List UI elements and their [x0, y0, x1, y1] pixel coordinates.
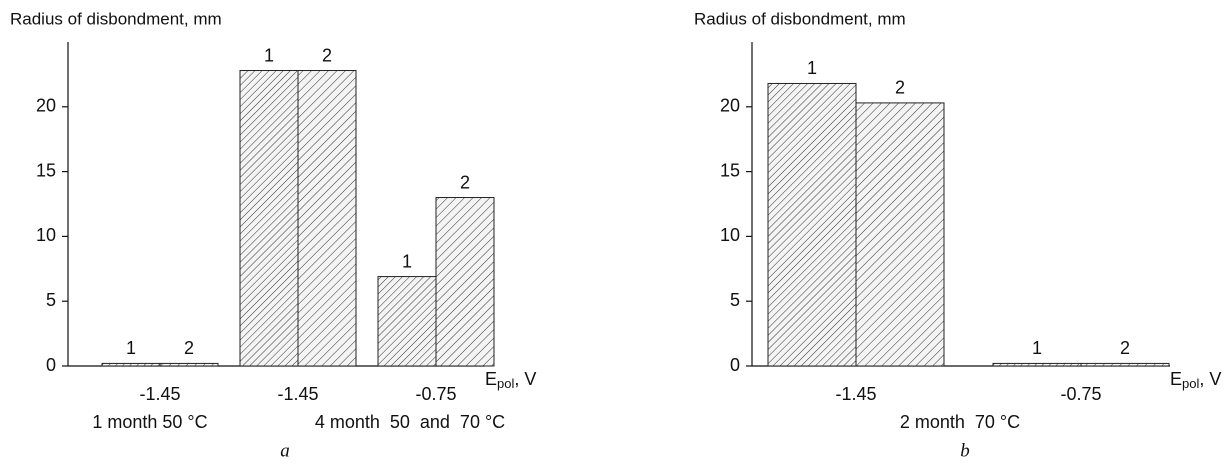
x-axis-label-main: E	[485, 369, 497, 389]
x-axis-label-rest: , V	[514, 369, 536, 389]
x-axis-label: Epol, V	[1170, 369, 1221, 392]
y-axis-label: Radius of disbondment, mm	[694, 9, 906, 28]
y-tick-label: 20	[36, 96, 56, 116]
y-tick-label: 5	[730, 290, 740, 310]
y-tick-label: 0	[46, 355, 56, 375]
bar-label: 1	[1032, 338, 1042, 358]
bar	[377, 276, 437, 367]
bar-label: 2	[1120, 338, 1130, 358]
x-tick-label: -1.45	[277, 384, 318, 404]
x-tick-label: -0.75	[1060, 384, 1101, 404]
bar-label: 2	[184, 338, 194, 358]
y-axis-label: Radius of disbondment, mm	[10, 9, 222, 28]
bar-label: 1	[264, 45, 274, 65]
x-axis-label-main: E	[1170, 369, 1182, 389]
y-tick-label: 15	[36, 160, 56, 180]
x-tick-label: -1.45	[139, 384, 180, 404]
bar-label: 2	[460, 172, 470, 192]
bar	[992, 362, 1082, 367]
bar-label: 2	[322, 45, 332, 65]
y-tick-label: 0	[730, 355, 740, 375]
x-axis-label-sub: pol	[1182, 376, 1199, 391]
x-axis-label-rest: , V	[1199, 369, 1221, 389]
bar	[297, 70, 357, 367]
bar	[101, 362, 161, 367]
bar-label: 1	[402, 251, 412, 271]
panel-label: b	[960, 440, 970, 461]
y-tick-label: 10	[36, 225, 56, 245]
bar-label: 2	[895, 78, 905, 98]
x-tick-label: -0.75	[415, 384, 456, 404]
bar	[159, 362, 219, 367]
bar	[1080, 362, 1170, 367]
y-tick-label: 20	[720, 96, 740, 116]
bar-label: 1	[126, 338, 136, 358]
bar	[855, 102, 945, 367]
group-note: 1 month 50 °C	[92, 412, 207, 432]
bar	[435, 197, 495, 367]
y-tick-label: 5	[46, 290, 56, 310]
y-tick-label: 15	[720, 160, 740, 180]
group-note: 2 month 70 °C	[900, 412, 1020, 432]
bar	[239, 70, 299, 367]
x-axis-label: Epol, V	[485, 369, 536, 392]
panel-label: a	[280, 440, 290, 461]
bar	[767, 82, 857, 367]
x-tick-label: -1.45	[835, 384, 876, 404]
x-axis-label-sub: pol	[497, 376, 514, 391]
group-note: 4 month 50 and 70 °C	[315, 412, 505, 432]
bar-label: 1	[807, 58, 817, 78]
y-tick-label: 10	[720, 225, 740, 245]
